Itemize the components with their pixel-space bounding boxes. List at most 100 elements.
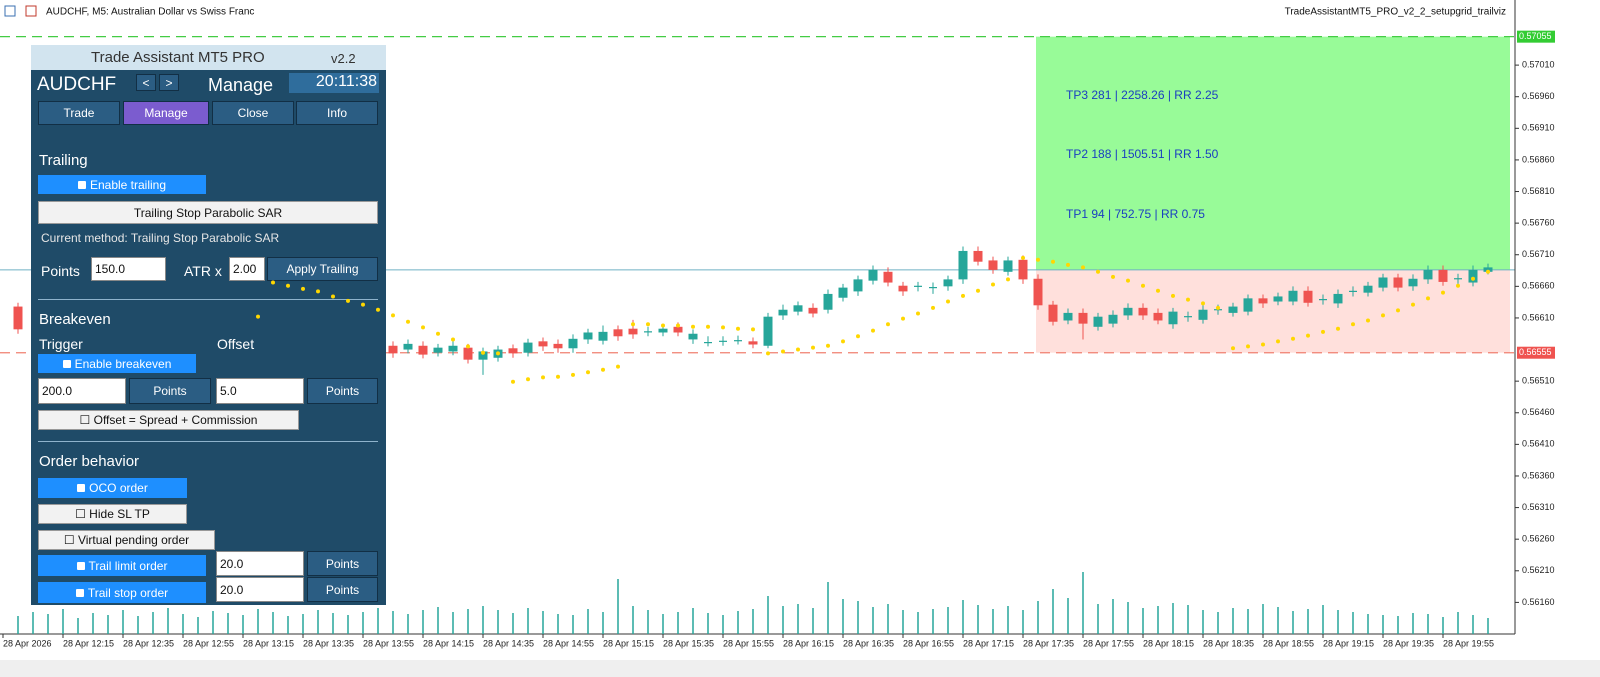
checkbox-button[interactable]: Trail limit order <box>38 555 206 576</box>
candle-body <box>1258 298 1268 304</box>
field-label: Trigger <box>39 336 83 352</box>
section-heading: Order behavior <box>39 453 140 470</box>
checkbox-button[interactable]: OCO order <box>38 478 187 498</box>
x-tick-label: 28 Apr 17:55 <box>1083 638 1134 648</box>
panel-header <box>31 45 386 70</box>
candle-body <box>1423 269 1433 280</box>
tab[interactable]: Trade <box>38 101 120 125</box>
checkbox <box>62 359 71 368</box>
target-label: TP3 281 | 2258.26 | RR 2.25 <box>1066 88 1219 102</box>
candle-body <box>13 306 23 330</box>
input[interactable]: 20.0 <box>216 577 304 602</box>
unit-button[interactable]: Points <box>307 378 378 404</box>
candle-body <box>1198 309 1208 320</box>
candle-body <box>1303 290 1313 303</box>
x-tick-label: 28 Apr 14:35 <box>483 638 534 648</box>
candle-body <box>1078 312 1088 324</box>
candle-body <box>1363 285 1373 293</box>
candle-body <box>748 341 758 345</box>
title-bar <box>0 0 1600 22</box>
x-tick-label: 28 Apr 17:35 <box>1023 638 1074 648</box>
candle-body <box>1033 278 1043 306</box>
option-button[interactable]: ☐ Virtual pending order <box>38 530 215 550</box>
candle-body <box>883 271 893 283</box>
candle-body <box>598 331 608 341</box>
input[interactable]: 150.0 <box>91 257 166 281</box>
unit-button[interactable]: Points <box>307 551 378 576</box>
y-tick-label: 0.56460 <box>1522 407 1555 417</box>
next-button[interactable]: > <box>159 74 179 91</box>
input[interactable]: 20.0 <box>216 551 304 576</box>
x-tick-label: 28 Apr 16:55 <box>903 638 954 648</box>
y-tick-label: 0.56810 <box>1522 186 1555 196</box>
clock: 20:11:38 <box>289 73 379 93</box>
unit-button[interactable]: Points <box>307 577 378 602</box>
option-button[interactable]: ☐ Offset = Spread + Commission <box>38 410 299 430</box>
x-tick-label: 28 Apr 19:35 <box>1383 638 1434 648</box>
checkbox-button[interactable]: Enable trailing <box>38 175 206 194</box>
checkbox <box>77 484 86 492</box>
candle-body <box>448 345 458 352</box>
candle-body <box>673 326 683 333</box>
symbol: AUDCHF <box>37 74 117 95</box>
field-label: Offset <box>217 336 255 352</box>
candle-body <box>838 287 848 298</box>
checkbox-button[interactable]: Trail stop order <box>38 582 206 603</box>
y-tick-label: 0.56710 <box>1522 249 1555 259</box>
candle-body <box>1228 306 1238 313</box>
field-label: Points <box>41 263 80 279</box>
input[interactable]: 5.0 <box>216 378 304 404</box>
icon <box>4 5 16 17</box>
unit-button[interactable]: Points <box>129 378 211 404</box>
candle-body <box>1003 260 1013 272</box>
tab[interactable]: Info <box>296 101 378 125</box>
tab[interactable]: Close <box>212 101 294 125</box>
y-tick-label: 0.56610 <box>1522 312 1555 322</box>
status-bar <box>0 660 1600 677</box>
candle-body <box>1288 290 1298 302</box>
candle-body <box>568 338 578 349</box>
tab-active[interactable]: Manage <box>123 101 209 125</box>
x-tick-label: 28 Apr 17:15 <box>963 638 1014 648</box>
candle-body <box>973 250 983 262</box>
level-label: 0.56555 <box>1519 347 1552 357</box>
candle-body <box>1273 296 1283 302</box>
prev-button[interactable]: < <box>136 74 156 91</box>
candle-body <box>1483 267 1493 272</box>
y-tick-label: 0.56210 <box>1522 565 1555 575</box>
checkbox-button[interactable]: Enable breakeven <box>38 354 196 373</box>
candle-body <box>658 328 668 333</box>
candle-body <box>1468 269 1478 283</box>
candle-body <box>1393 277 1403 288</box>
candle-body <box>1123 307 1133 316</box>
version: v2.2 <box>331 51 356 66</box>
input[interactable]: 2.00 <box>229 257 265 281</box>
mode: Manage <box>208 75 274 95</box>
candle-body <box>1378 277 1388 288</box>
candle-body <box>763 316 773 346</box>
candle-body <box>523 342 533 353</box>
target-label: TP1 94 | 752.75 | RR 0.75 <box>1066 207 1205 221</box>
candle-body <box>478 351 488 360</box>
y-tick-label: 0.56360 <box>1522 470 1555 480</box>
candle-body <box>1168 311 1178 325</box>
option-button[interactable]: ☐ Hide SL TP <box>38 504 187 524</box>
input[interactable]: 200.0 <box>38 378 126 404</box>
section-heading: Breakeven <box>39 311 111 328</box>
panel-title: Trade Assistant MT5 PRO <box>91 49 265 66</box>
y-tick-label: 0.56510 <box>1522 376 1555 386</box>
apply-button[interactable]: Apply Trailing <box>267 257 378 281</box>
candle-body <box>1093 316 1103 327</box>
target-label: TP2 188 | 1505.51 | RR 1.50 <box>1066 147 1219 161</box>
x-tick-label: 28 Apr 15:55 <box>723 638 774 648</box>
y-tick-label: 0.56860 <box>1522 154 1555 164</box>
x-tick-label: 28 Apr 15:35 <box>663 638 714 648</box>
candle-body <box>958 250 968 280</box>
candle-body <box>868 269 878 281</box>
trade-panel: Trade Assistant MT5 PRO v2.2 AUDCHF < > … <box>31 45 386 605</box>
x-tick-label: 28 Apr 12:35 <box>123 638 174 648</box>
candle-body <box>1018 259 1028 280</box>
method-button[interactable]: Trailing Stop Parabolic SAR <box>38 201 378 224</box>
x-tick-label: 28 Apr 12:55 <box>183 638 234 648</box>
